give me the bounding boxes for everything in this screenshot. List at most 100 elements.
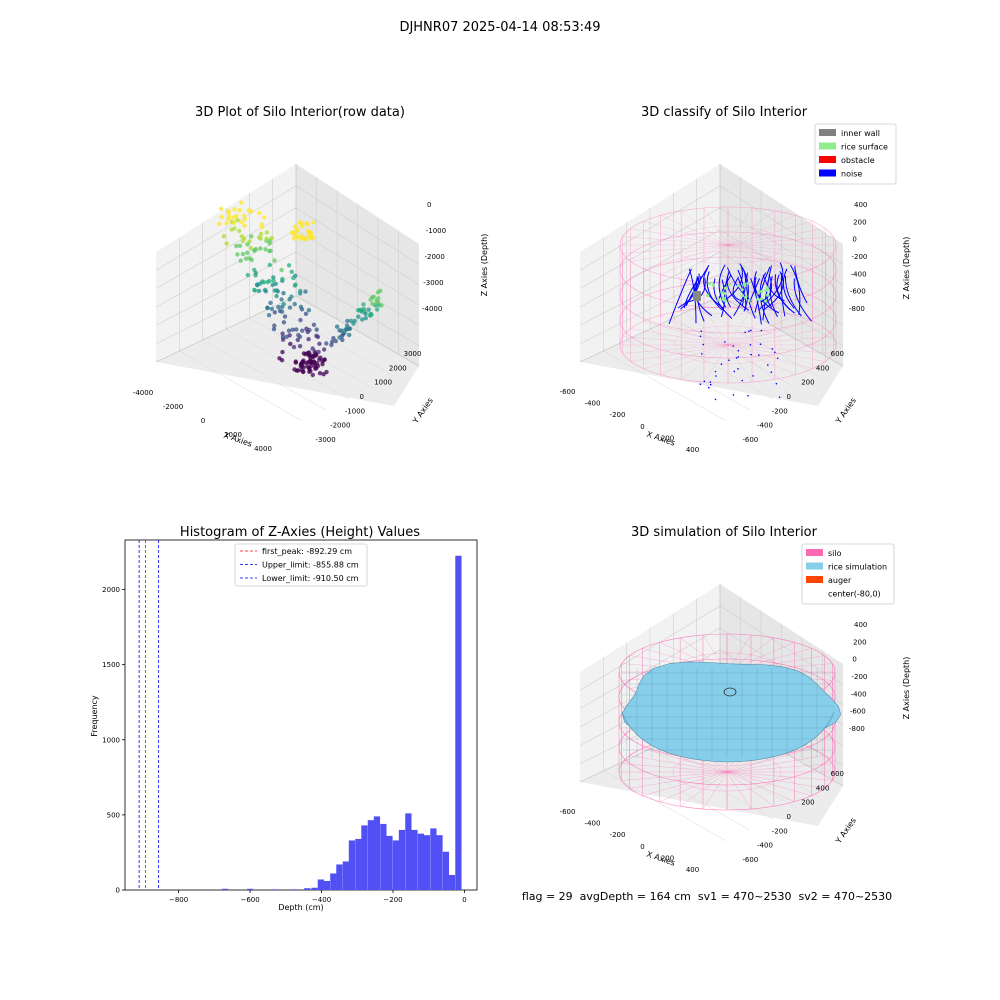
histogram-bar — [411, 829, 418, 890]
rice-surface-point — [740, 288, 744, 292]
data-point — [280, 276, 285, 282]
noise-trace — [793, 278, 812, 322]
data-point — [297, 220, 302, 225]
noise-point — [759, 343, 762, 346]
silo-spoke — [726, 771, 774, 807]
silo-spoke — [660, 244, 729, 275]
silo-spoke — [702, 771, 728, 810]
histogram-bar — [304, 888, 311, 890]
histogram-bar — [442, 851, 450, 890]
histogram-bar — [392, 840, 399, 890]
noise-point — [774, 351, 776, 354]
tick-labels: −800 −600 −400 −200 0 0 500 1000 1500 2000 — [102, 586, 467, 904]
data-point — [268, 300, 273, 305]
floor-pane — [580, 716, 843, 826]
silo-spoke — [621, 763, 728, 773]
data-point — [238, 258, 243, 263]
silo-spoke — [622, 244, 729, 254]
silo-spoke — [726, 771, 812, 796]
rice-surface-point — [741, 294, 745, 298]
grid-line — [649, 748, 774, 820]
y-tick-label: 3000 — [404, 350, 422, 358]
noise-point — [778, 396, 781, 399]
silo-spoke — [727, 207, 753, 246]
data-point — [357, 307, 362, 313]
z-tick-label: -800 — [849, 305, 865, 313]
y-tick-label: -200 — [772, 407, 788, 415]
data-point — [232, 207, 237, 212]
data-point — [272, 323, 277, 328]
x-tick-label: 0 — [640, 843, 644, 851]
silo-spoke — [727, 221, 813, 246]
legend-swatch — [819, 142, 836, 150]
histogram-bar — [221, 888, 229, 890]
data-point — [239, 220, 244, 225]
data-point — [345, 318, 350, 324]
data-point — [219, 214, 224, 220]
silo-spoke — [622, 236, 729, 246]
legend-label: auger — [828, 576, 852, 585]
histogram-bar — [367, 820, 374, 890]
z-tick-label: -3000 — [423, 279, 443, 287]
silo-spoke — [727, 344, 813, 369]
z-tick-label: 0 — [427, 201, 431, 209]
noise-point — [770, 371, 773, 374]
data-point — [347, 326, 353, 331]
data-point — [297, 334, 303, 339]
data-point — [295, 337, 300, 343]
y-tick-label: -200 — [772, 827, 788, 835]
z-axis-label: Z Axies (Depth) — [480, 234, 489, 297]
data-point — [218, 206, 224, 211]
data-point — [262, 287, 268, 293]
z-tick-label: -200 — [852, 673, 868, 681]
z-tick-label: -400 — [851, 270, 867, 278]
data-point — [234, 243, 239, 249]
noise-point — [771, 348, 774, 350]
data-point — [295, 235, 300, 240]
silo-spoke — [727, 344, 753, 383]
silo-spoke — [703, 307, 729, 346]
x-tick-label: -600 — [560, 388, 576, 396]
x-tick-label: 2000 — [224, 431, 242, 439]
histogram-bar — [386, 835, 393, 890]
silo-spoke — [727, 244, 826, 262]
data-point — [317, 341, 322, 346]
silo-spoke — [727, 344, 775, 380]
silo-spoke — [727, 244, 796, 275]
rice-surface-point — [723, 286, 727, 290]
legend-label: center(-80,0) — [828, 590, 881, 599]
x-tick-label: -200 — [610, 411, 626, 419]
y-tick-label: -600 — [742, 436, 758, 444]
data-point — [361, 302, 366, 307]
silo-wireframe — [619, 206, 837, 384]
silo-spoke — [643, 221, 729, 246]
silo-spoke — [622, 336, 729, 346]
silo-spoke — [630, 328, 729, 346]
data-point — [310, 372, 315, 378]
noise-trace — [757, 262, 784, 311]
data-point — [352, 318, 357, 324]
data-point — [239, 234, 244, 239]
legend-swatch — [819, 169, 836, 177]
legend-box — [234, 543, 368, 587]
silo-spoke — [660, 344, 729, 375]
noise-point — [702, 343, 705, 346]
data-point — [308, 356, 313, 361]
rice-surface-point — [736, 284, 741, 288]
data-point — [239, 200, 244, 205]
data-point — [281, 301, 286, 307]
noise-point — [715, 375, 717, 377]
grid-line — [696, 306, 820, 378]
data-point — [306, 337, 311, 342]
data-point — [368, 311, 373, 317]
panel-title: 3D classify of Silo Interior — [641, 105, 808, 120]
grid-line — [673, 317, 797, 389]
silo-spoke — [727, 336, 834, 346]
data-point — [337, 328, 342, 333]
data-point — [231, 220, 237, 225]
legend-swatch — [819, 156, 836, 163]
data-point — [303, 311, 309, 316]
data-point — [248, 209, 254, 214]
plot-area — [124, 539, 478, 891]
data-point — [217, 221, 222, 226]
